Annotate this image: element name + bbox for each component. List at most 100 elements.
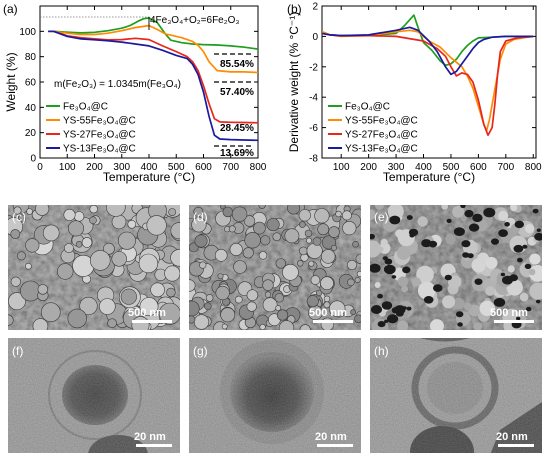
sem-grain: [204, 302, 212, 311]
sem-pore: [468, 223, 480, 232]
sem-pore: [467, 253, 474, 259]
sem-grain: [396, 246, 411, 260]
sem-pore: [536, 228, 541, 232]
micrograph-label-c: (c): [12, 210, 26, 224]
sem-grain: [139, 297, 159, 317]
scale-bar-text-d: 500 nm: [309, 307, 347, 319]
sem-grain: [485, 286, 495, 296]
sem-grain: [189, 279, 196, 292]
sem-grain: [262, 297, 278, 313]
sem-grain: [284, 228, 300, 244]
sem-grain: [40, 302, 61, 323]
micrograph-label-h: (h): [374, 344, 389, 358]
y-tick-label: -8: [309, 154, 318, 165]
sem-grain: [158, 302, 180, 325]
series-line-1: [322, 29, 534, 132]
micrograph-label-f: (f): [12, 344, 23, 358]
panel-b-y-axis-label: Derivative weight (% °C⁻¹): [287, 12, 301, 153]
sem-pore: [524, 263, 532, 269]
panel-a-residue-labels: 85.54% 57.40% 28.45% 13.69%: [214, 53, 254, 159]
panel-a-label: (a): [3, 2, 18, 16]
sem-grain: [127, 220, 137, 229]
sem-grain: [99, 298, 116, 315]
sem-grain: [215, 285, 230, 301]
sem-grain: [275, 258, 286, 269]
sem-grain: [194, 234, 208, 248]
sem-grain: [146, 215, 167, 236]
sem-grain: [235, 295, 243, 304]
x-tick-label: 100: [59, 162, 76, 173]
tem-image-f: (f) 20 nm: [8, 338, 180, 453]
sem-grain: [246, 301, 257, 312]
sem-grain: [138, 253, 159, 274]
sem-grain: [266, 218, 280, 232]
sem-pore: [391, 275, 397, 279]
sem-grain: [354, 276, 361, 283]
sem-grain: [330, 244, 337, 251]
y-tick-label: -4: [309, 93, 318, 104]
micrograph-label-e: (e): [374, 210, 389, 224]
scale-bar-text-g: 20 nm: [315, 431, 347, 443]
series-line-2: [322, 32, 534, 137]
x-tick-label: 400: [141, 162, 158, 173]
tem-image-h: (h) 20 nm: [370, 338, 542, 453]
sem-grain: [442, 295, 456, 309]
sem-grain: [355, 253, 361, 265]
sem-pore: [387, 314, 399, 324]
sem-grain: [287, 205, 301, 215]
sem-grain: [356, 270, 361, 277]
sem-grain: [525, 224, 535, 234]
x-tick-label: 800: [250, 162, 267, 173]
sem-grain: [342, 221, 357, 236]
sem-grain: [191, 217, 207, 233]
x-tick-label: 500: [168, 162, 185, 173]
sem-grain: [297, 260, 304, 267]
sem-pore: [483, 207, 496, 218]
panel-b-series-group: [322, 14, 534, 137]
panel-a-reaction-annotation: 4Fe₃O₄+O₂=6Fe₂O₃: [150, 15, 239, 26]
sem-pore: [500, 272, 506, 277]
sem-pore: [535, 299, 541, 304]
sem-pore: [460, 205, 466, 209]
sem-grain: [323, 295, 331, 303]
sem-grain: [246, 289, 259, 302]
sem-pore: [395, 310, 404, 317]
sem-grain: [26, 208, 33, 215]
sem-grain: [341, 210, 352, 221]
sem-grain: [317, 223, 330, 236]
sem-pore: [514, 220, 524, 229]
sem-pore: [406, 215, 413, 220]
sem-grain: [354, 314, 361, 324]
sem-pore: [456, 311, 464, 318]
sem-pore: [453, 227, 465, 237]
sem-grain: [308, 260, 315, 267]
sem-grain: [168, 208, 177, 216]
micrograph-label-d: (d): [193, 210, 208, 224]
sem-grain: [42, 224, 60, 242]
sem-grain: [259, 324, 266, 330]
sem-grain: [89, 250, 111, 271]
scale-bar-c: [132, 320, 172, 323]
scale-bar-text-f: 20 nm: [134, 431, 166, 443]
sem-grain: [528, 268, 536, 276]
panel-b-axes: 100 200 300 400 500 600 700 800 -8 -6 -4 -2 0 2: [309, 2, 542, 174]
sem-grain: [79, 296, 98, 316]
sem-pore: [464, 209, 474, 218]
sem-grain: [10, 276, 21, 287]
tem-texture: [370, 338, 542, 453]
sem-grain: [13, 206, 22, 215]
sem-grain: [89, 205, 98, 214]
sem-pore: [384, 319, 389, 323]
sem-pore: [370, 263, 381, 273]
sem-pore: [384, 258, 393, 265]
residue-label-ys27: 28.45%: [220, 123, 254, 134]
sem-grain: [242, 247, 254, 259]
x-tick-label: 200: [86, 162, 103, 173]
sem-grain: [346, 259, 358, 271]
sem-pore: [532, 208, 539, 214]
sem-grain: [228, 225, 236, 233]
tem-texture: [8, 338, 180, 453]
sem-grain: [25, 238, 40, 253]
sem-pore: [370, 305, 383, 314]
sem-grain: [189, 315, 196, 324]
